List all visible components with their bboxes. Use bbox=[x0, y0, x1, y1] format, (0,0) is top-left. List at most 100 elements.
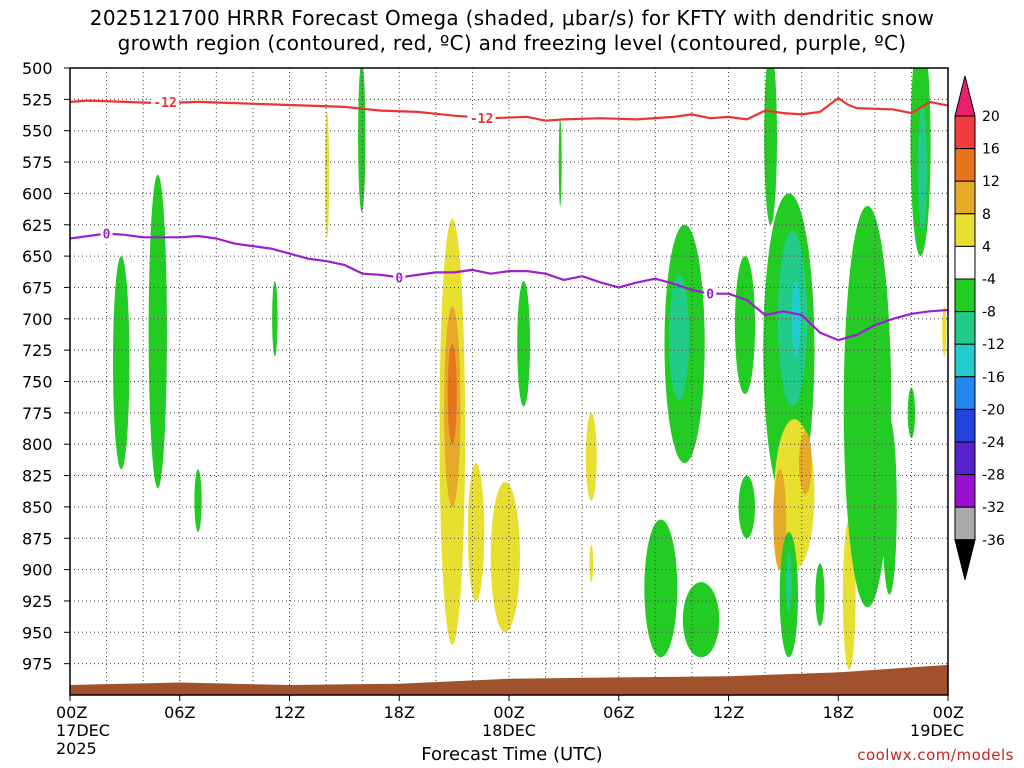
x-tick-label-24: 00Z bbox=[493, 703, 524, 722]
omega-region-2 bbox=[112, 256, 130, 470]
y-tick-label-800: 800 bbox=[22, 435, 53, 454]
y-tick-label-700: 700 bbox=[22, 310, 53, 329]
colorbar-label-1: 16 bbox=[982, 142, 1000, 158]
colorbar-swatch-6 bbox=[954, 278, 976, 313]
y-tick-label-575: 575 bbox=[22, 153, 53, 172]
y-tick-label-500: 500 bbox=[22, 59, 53, 78]
dgz-minus12-contour-line bbox=[70, 97, 948, 122]
freezing-level-label-1: 0 bbox=[395, 271, 403, 286]
colorbar-swatch-2 bbox=[954, 148, 976, 182]
colorbar-swatch-8 bbox=[954, 343, 976, 378]
x-tick-label-48: 00Z bbox=[933, 703, 964, 722]
colorbar-label-6: -8 bbox=[982, 305, 996, 321]
colorbar-label-11: -28 bbox=[982, 468, 1005, 484]
omega-region-9 bbox=[490, 481, 520, 633]
x-date-label-0: 17DEC bbox=[56, 721, 110, 740]
freezing-level-label-bg-1 bbox=[393, 269, 406, 286]
x-date-label-48: 19DEC bbox=[910, 721, 964, 740]
colorbar-swatch-13 bbox=[954, 506, 976, 541]
omega-region-16 bbox=[669, 274, 690, 401]
omega-region-10 bbox=[467, 463, 485, 601]
colorbar-swatch-11 bbox=[954, 441, 976, 476]
freezing-level-label-2: 0 bbox=[706, 288, 714, 303]
y-tick-label-975: 975 bbox=[22, 655, 53, 674]
y-tick-label-550: 550 bbox=[22, 122, 53, 141]
dgz-minus12-label-1: -12 bbox=[470, 112, 493, 127]
omega-region-21 bbox=[764, 68, 777, 225]
colorbar-swatch-1 bbox=[954, 115, 976, 150]
colorbar-label-4: 4 bbox=[982, 239, 991, 255]
omega-region-4 bbox=[194, 469, 202, 532]
terrain-layer bbox=[70, 664, 948, 695]
y-tick-label-850: 850 bbox=[22, 498, 53, 517]
omega-region-37 bbox=[942, 306, 947, 357]
freezing-level-label-bg-2 bbox=[704, 285, 717, 302]
omega-region-36 bbox=[882, 419, 897, 595]
x-tick-label-6: 06Z bbox=[164, 703, 195, 722]
colorbar-label-3: 8 bbox=[982, 207, 991, 223]
omega-shading-layer bbox=[112, 68, 947, 670]
freezing-level-label-0: 0 bbox=[103, 228, 111, 243]
y-tick-label-725: 725 bbox=[22, 341, 53, 360]
x-tick-label-36: 12Z bbox=[713, 703, 744, 722]
omega-region-29 bbox=[786, 550, 792, 614]
chart-title: 2025121700 HRRR Forecast Omega (shaded, … bbox=[0, 6, 1024, 56]
y-tick-label-525: 525 bbox=[22, 90, 53, 109]
omega-region-13 bbox=[585, 412, 597, 501]
y-tick-label-875: 875 bbox=[22, 529, 53, 548]
grid-layer bbox=[70, 67, 948, 695]
x-tick-label-30: 06Z bbox=[603, 703, 634, 722]
y-tick-label-825: 825 bbox=[22, 467, 53, 486]
omega-region-32 bbox=[843, 205, 892, 608]
x-date-label-24: 18DEC bbox=[482, 721, 536, 740]
colorbar-swatch-3 bbox=[954, 180, 976, 215]
omega-region-12 bbox=[558, 118, 562, 206]
freezing-level-label-bg-0 bbox=[100, 225, 113, 242]
omega-region-27 bbox=[798, 431, 812, 495]
colorbar-swatch-12 bbox=[954, 474, 976, 508]
dgz-minus12-label-bg-0 bbox=[151, 93, 180, 110]
colorbar-label-7: -12 bbox=[982, 337, 1005, 353]
colorbar-swatch-7 bbox=[954, 311, 976, 345]
colorbar-bottom-arrow bbox=[954, 539, 976, 580]
y-tick-label-675: 675 bbox=[22, 278, 53, 297]
x-tick-label-18: 18Z bbox=[384, 703, 415, 722]
y-axis: 500 525 550 575 600 625 650 675 700 725 750 775 800 8… bbox=[22, 59, 70, 674]
y-tick-label-950: 950 bbox=[22, 623, 53, 642]
omega-region-26 bbox=[773, 469, 787, 570]
y-tick-label-750: 750 bbox=[22, 373, 53, 392]
colorbar-top-arrow bbox=[954, 75, 976, 117]
colorbar-swatch-10 bbox=[954, 408, 976, 443]
omega-region-19 bbox=[734, 256, 756, 395]
dgz-minus12-label-bg-1 bbox=[467, 110, 496, 127]
colorbar-label-2: 12 bbox=[982, 174, 1000, 190]
colorbar-label-9: -20 bbox=[982, 402, 1005, 418]
omega-region-1 bbox=[324, 111, 330, 238]
omega-region-11 bbox=[517, 281, 531, 407]
y-tick-label-775: 775 bbox=[22, 404, 53, 423]
x-axis-label: Forecast Time (UTC) bbox=[421, 744, 603, 765]
y-tick-label-900: 900 bbox=[22, 561, 53, 580]
freezing-level-contour-line bbox=[70, 232, 948, 342]
y-tick-label-925: 925 bbox=[22, 592, 53, 611]
omega-region-0 bbox=[358, 68, 366, 213]
colorbar-swatch-5 bbox=[954, 245, 976, 280]
omega-region-24 bbox=[791, 281, 801, 357]
y-tick-label-625: 625 bbox=[22, 216, 53, 235]
omega-region-8 bbox=[447, 343, 457, 445]
chart-title-line2: growth region (contoured, red, ºC) and f… bbox=[117, 31, 907, 55]
colorbar-label-12: -32 bbox=[982, 500, 1005, 516]
x-tick-label-0: 00Z bbox=[56, 703, 87, 722]
colorbar: 20 16 12 8 4 -4 -8 -12 -16 -20 -24 -28 -32 -36 bbox=[954, 75, 1005, 580]
omega-region-34 bbox=[917, 105, 927, 232]
credit-link[interactable]: coolwx.com/models bbox=[857, 746, 1014, 764]
terrain-fill bbox=[70, 664, 948, 695]
chart-title-line1: 2025121700 HRRR Forecast Omega (shaded, … bbox=[89, 6, 935, 30]
omega-region-30 bbox=[815, 563, 825, 627]
colorbar-label-10: -24 bbox=[982, 435, 1005, 451]
x-year-label: 2025 bbox=[56, 739, 97, 758]
omega-region-3 bbox=[148, 174, 167, 489]
colorbar-label-13: -36 bbox=[982, 533, 1005, 549]
colorbar-label-5: -4 bbox=[982, 272, 996, 288]
